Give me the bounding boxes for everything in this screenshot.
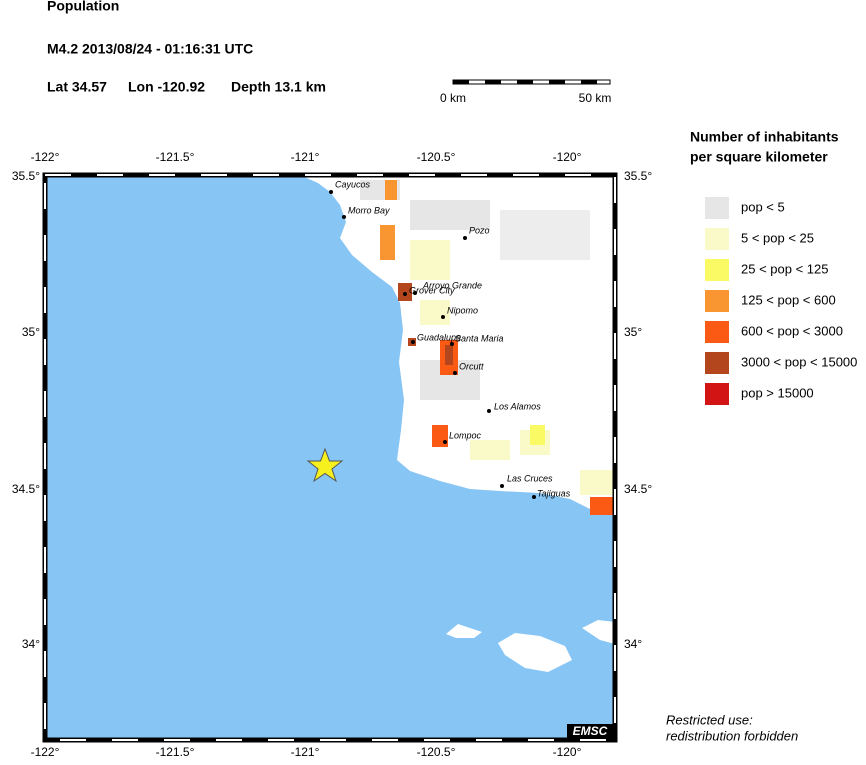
island — [446, 624, 482, 638]
legend-label: 5 < pop < 25 — [741, 230, 814, 245]
city-dot — [413, 291, 417, 295]
title: Population — [47, 0, 119, 14]
lat-tick-label: 34.5° — [12, 482, 40, 496]
legend-title: Number of inhabitants — [690, 129, 839, 145]
legend: pop < 5 5 < pop < 25 25 < pop < 125 125 < p… — [705, 197, 857, 405]
legend-title: per square kilometer — [690, 149, 828, 165]
legend-label: pop > 15000 — [741, 385, 814, 400]
legend-swatch — [705, 197, 729, 219]
city-dot — [453, 371, 457, 375]
lon-tick-label: -122° — [31, 745, 60, 759]
lon-tick-label: -121.5° — [156, 745, 195, 759]
legend-swatch — [705, 321, 729, 343]
city-label: Orcutt — [459, 361, 484, 371]
lat-tick-label: 34° — [22, 637, 40, 651]
lon-tick-label: -121° — [291, 150, 320, 164]
lon-tick-label: -121.5° — [156, 150, 195, 164]
city-label: Guadalupe — [417, 332, 461, 342]
lat-tick-label: 34° — [624, 637, 642, 651]
city-dot — [500, 484, 504, 488]
lon-tick-label: -121° — [291, 745, 320, 759]
event: M4.2 2013/08/24 - 01:16:31 UTC — [47, 41, 253, 57]
island — [498, 633, 572, 672]
legend-swatch — [705, 383, 729, 405]
legend-swatch — [705, 259, 729, 281]
city-label: Los Alamos — [494, 401, 541, 411]
lat-tick-label: 35.5° — [624, 169, 652, 183]
city-label: Arroyo Grande — [422, 280, 482, 290]
credit: EMSC — [573, 724, 608, 738]
city-label: Santa Maria — [455, 333, 504, 343]
lat-tick-label: 34.5° — [624, 482, 652, 496]
city-label: Lompoc — [449, 430, 482, 440]
depth: Depth 13.1 km — [231, 79, 326, 95]
city-label: Nipomo — [447, 305, 478, 315]
scale-start: 0 km — [440, 91, 466, 105]
lat-tick-label: 35.5° — [12, 169, 40, 183]
city-dot — [342, 215, 346, 219]
city-label: Pozo — [469, 225, 490, 235]
city-label: Morro Bay — [348, 205, 390, 215]
city-dot — [403, 292, 407, 296]
lon-tick-label: -120.5° — [417, 150, 456, 164]
footer-note: Restricted use: — [666, 712, 753, 727]
lon-tick-label: -120° — [553, 150, 582, 164]
city-label: Grover City — [409, 285, 455, 295]
lat-tick-label: 35° — [22, 325, 40, 339]
population-cells — [360, 180, 615, 515]
legend-swatch — [705, 290, 729, 312]
city-dot — [329, 190, 333, 194]
city-label: Las Cruces — [507, 473, 553, 483]
credit-box — [567, 724, 613, 739]
city-dot — [463, 236, 467, 240]
footer-note: redistribution forbidden — [666, 728, 798, 743]
legend-swatch — [705, 228, 729, 250]
map: EMSC Cayucos Morro Bay Pozo Arroyo GrandeGr… — [42, 172, 618, 743]
city-dot — [411, 340, 415, 344]
lon-tick-label: -120.5° — [417, 745, 456, 759]
legend-label: pop < 5 — [741, 199, 785, 214]
lat: Lat 34.57 — [47, 79, 107, 95]
legend-label: 125 < pop < 600 — [741, 292, 836, 307]
legend-label: 25 < pop < 125 — [741, 261, 828, 276]
scale-bar: 0 km 50 km — [440, 79, 612, 105]
frame — [42, 172, 618, 743]
island — [582, 620, 615, 644]
city-dot — [443, 440, 447, 444]
lon-tick-label: -120° — [553, 745, 582, 759]
city-dot — [441, 315, 445, 319]
legend-label: 3000 < pop < 15000 — [741, 354, 857, 369]
lat-tick-label: 35° — [624, 325, 642, 339]
lon-tick-label: -122° — [31, 150, 60, 164]
city-dot — [532, 495, 536, 499]
epicenter — [306, 447, 344, 483]
city-dot — [487, 409, 491, 413]
city-dot — [450, 342, 454, 346]
lon: Lon -120.92 — [128, 79, 205, 95]
city-label: Cayucos — [335, 179, 371, 189]
legend-swatch — [705, 352, 729, 374]
scale-end: 50 km — [579, 91, 612, 105]
legend-label: 600 < pop < 3000 — [741, 323, 843, 338]
city-label: Tajiguas — [537, 488, 571, 498]
